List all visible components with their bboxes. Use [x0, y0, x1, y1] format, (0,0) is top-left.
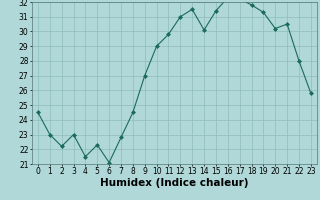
X-axis label: Humidex (Indice chaleur): Humidex (Indice chaleur) [100, 178, 249, 188]
